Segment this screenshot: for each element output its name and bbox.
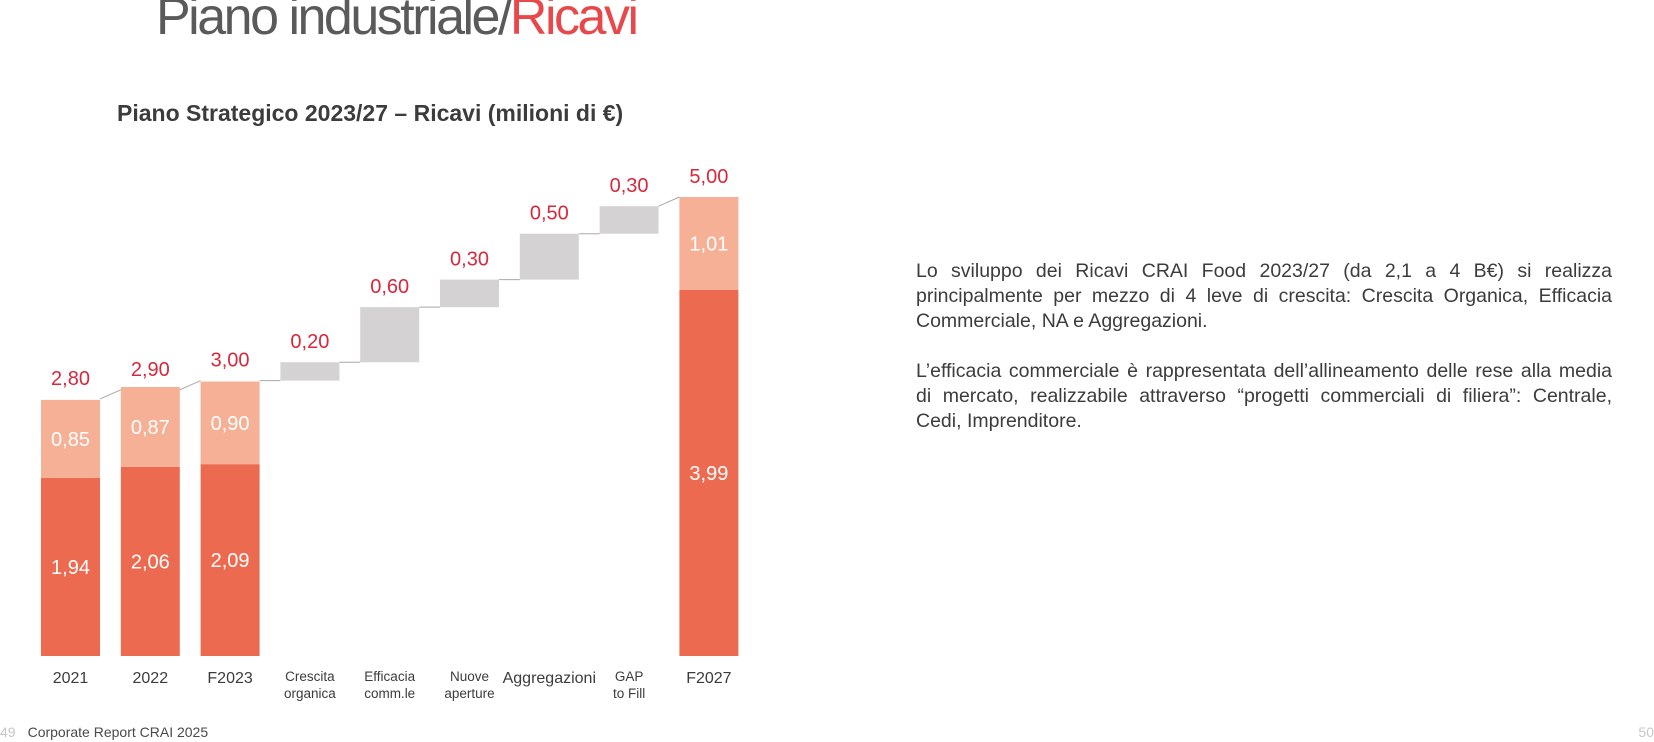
description-paragraph-1: Lo sviluppo dei Ricavi CRAI Food 2023/27… [916,260,1612,332]
connector-line-0 [99,389,122,400]
x-tick-label-6: Aggregazioni [503,670,596,687]
data-label-base-2: 2,09 [211,550,250,572]
data-label-total-0: 2,80 [51,368,90,390]
bar-top-1 [120,387,180,467]
x-tick-label-4-line1: Efficacia [364,669,415,684]
bar-increment-4 [360,307,420,363]
x-tick-label-7-line1: GAP [615,669,644,684]
data-label-increment-5: 0,30 [450,249,489,271]
waterfall-chart: 1,94 0,85 2,80 2021 2,06 0,87 2,90 2022 2,09 0,90… [41,166,739,701]
x-tick-label-5-line1: Nuove [450,669,489,684]
bar-increment-5 [440,279,499,308]
bar-top-2 [200,381,260,465]
bar-top-0 [41,399,100,478]
page-title: Piano industriale/Ricavi [156,0,639,48]
bar-base-2 [200,464,260,656]
x-tick-label-0: 2021 [53,670,89,687]
data-label-top-2: 0,90 [211,413,250,435]
data-label-increment-3: 0,20 [290,331,329,353]
data-label-base-0: 1,94 [51,557,90,579]
data-label-increment-4: 0,60 [370,276,409,298]
data-label-top-0: 0,85 [51,429,90,451]
x-tick-label-8: F2027 [686,670,731,687]
bar-increment-3 [280,362,340,381]
data-label-total-8: 5,00 [689,166,728,188]
data-label-top-8: 1,01 [689,233,728,255]
bar-base-0 [41,477,100,656]
connector-line-7 [658,196,680,207]
footer-right-page-number: 50 [1638,724,1654,740]
data-label-base-8: 3,99 [689,463,728,485]
x-tick-label-4-line2: comm.le [364,686,415,701]
bar-increment-6 [519,233,579,280]
data-label-increment-6: 0,50 [530,203,569,225]
footer-report-name: Corporate Report CRAI 2025 [27,724,209,740]
footer-left-page-number: 49 [0,724,16,740]
data-label-increment-7: 0,30 [610,175,649,197]
x-tick-label-7-line2: to Fill [613,686,645,701]
x-tick-label-3-line2: organica [284,686,336,701]
footer: 49 Corporate Report CRAI 2025 [0,724,208,740]
page-title-accent: Ricavi [509,0,639,46]
description-text: Lo sviluppo dei Ricavi CRAI Food 2023/27… [916,259,1612,459]
x-tick-label-3-line1: Crescita [285,669,335,684]
data-label-total-1: 2,90 [131,359,170,381]
connector-line-1 [179,380,201,391]
data-label-base-1: 2,06 [131,551,170,573]
bar-base-1 [120,466,180,656]
description-paragraph-2: L’efficacia commerciale è rappresentata … [916,360,1612,432]
bar-base-8 [679,289,739,656]
x-tick-label-2: F2023 [207,670,252,687]
data-label-total-2: 3,00 [211,350,250,372]
chart-title: Piano Strategico 2023/27 – Ricavi (milio… [117,100,624,126]
bar-increment-7 [599,206,659,234]
x-tick-label-1: 2022 [133,670,169,687]
x-tick-label-5-line2: aperture [444,686,494,701]
data-label-top-1: 0,87 [131,417,170,439]
bar-top-8 [679,197,739,290]
page-title-main: Piano industriale/ [156,0,512,46]
